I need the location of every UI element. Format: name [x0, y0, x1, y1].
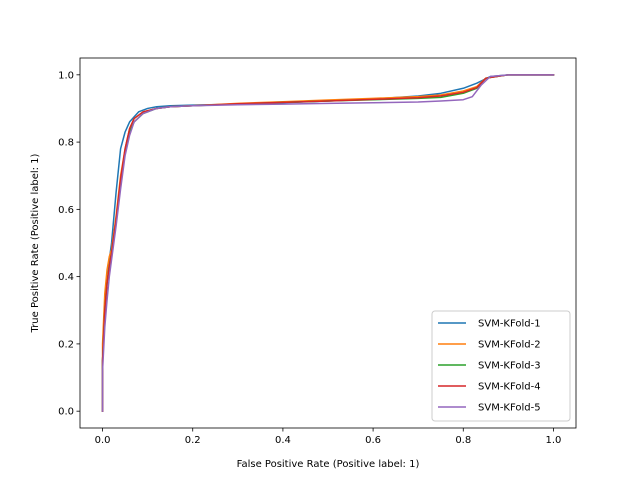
- x-tick-label: 0.0: [95, 435, 111, 446]
- series-line-5: [101, 74, 555, 412]
- y-tick-label: 0.8: [58, 138, 74, 149]
- y-tick-label: 0.4: [58, 272, 74, 283]
- y-tick-label: 0.6: [58, 205, 74, 216]
- y-tick-label: 0.2: [58, 339, 74, 350]
- legend-label-2: SVM-KFold-2: [478, 340, 541, 351]
- y-tick-label: 1.0: [58, 70, 74, 81]
- series-group: [101, 74, 555, 412]
- x-tick-label: 0.6: [365, 435, 381, 446]
- legend-label-4: SVM-KFold-4: [478, 382, 541, 393]
- legend-label-5: SVM-KFold-5: [478, 403, 541, 414]
- x-tick-label: 0.8: [455, 435, 471, 446]
- x-tick-label: 0.2: [185, 435, 201, 446]
- x-tick-label: 0.4: [275, 435, 291, 446]
- y-axis-label: True Positive Rate (Positive label: 1): [30, 153, 41, 333]
- legend-label-3: SVM-KFold-3: [478, 361, 541, 372]
- legend-frame: [431, 310, 571, 422]
- legend-label-1: SVM-KFold-1: [478, 319, 541, 330]
- x-tick-label: 1.0: [546, 435, 562, 446]
- legend: SVM-KFold-1 SVM-KFold-2 SVM-KFold-3 SVM-KFo…: [431, 310, 571, 422]
- x-axis: 0.0 0.2 0.4 0.6 0.8 1.0: [95, 428, 562, 446]
- x-axis-label: False Positive Rate (Positive label: 1): [237, 459, 420, 470]
- y-tick-label: 0.0: [58, 407, 74, 418]
- y-axis: 0.0 0.2 0.4 0.6 0.8 1.0: [58, 70, 80, 418]
